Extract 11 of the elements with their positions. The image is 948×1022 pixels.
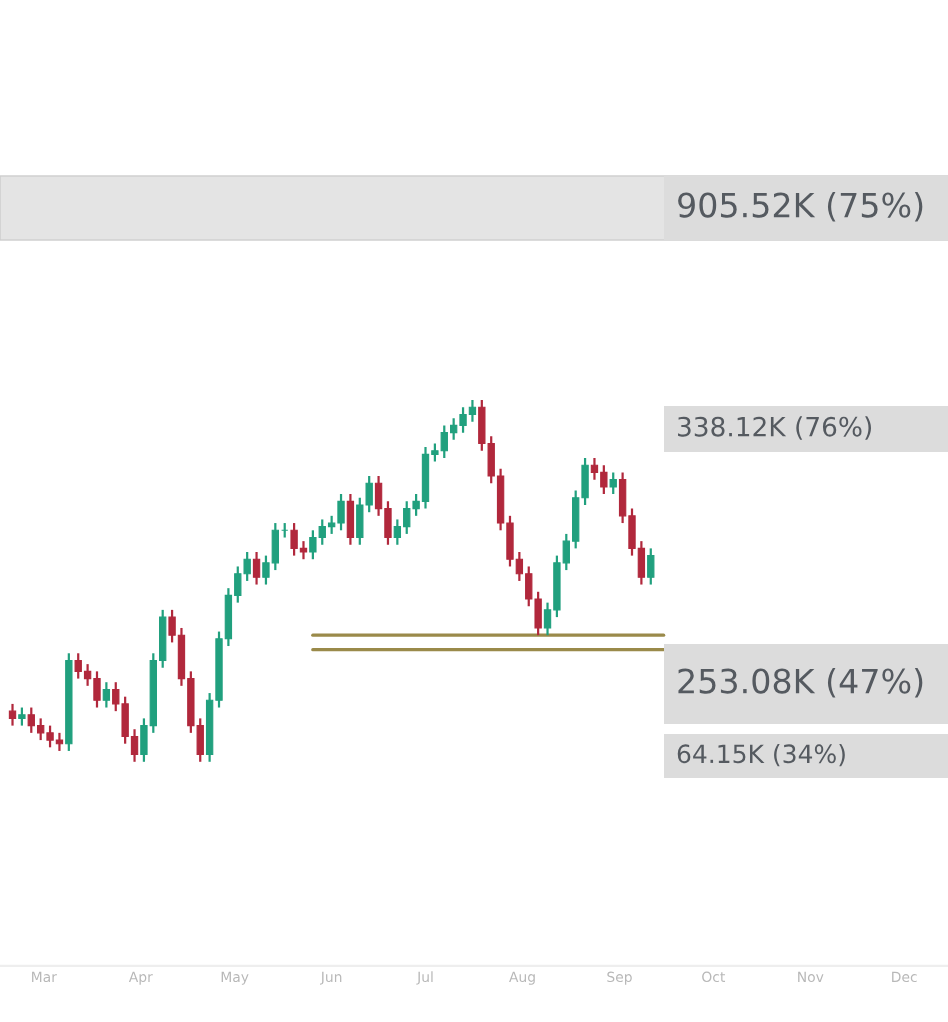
candlestick <box>609 471 617 496</box>
candlestick <box>18 706 26 727</box>
annotation: 338.12K (76%) <box>678 416 872 440</box>
candlestick <box>102 681 111 709</box>
candlestick <box>647 547 655 586</box>
annotation: 64.15K (34%) <box>677 743 845 767</box>
candlestick <box>252 550 261 586</box>
candlestick <box>8 702 17 727</box>
text: 905.52K (75%) <box>678 191 923 222</box>
candlestick <box>346 493 355 546</box>
annotation: 253.08K (47%) <box>678 667 923 698</box>
